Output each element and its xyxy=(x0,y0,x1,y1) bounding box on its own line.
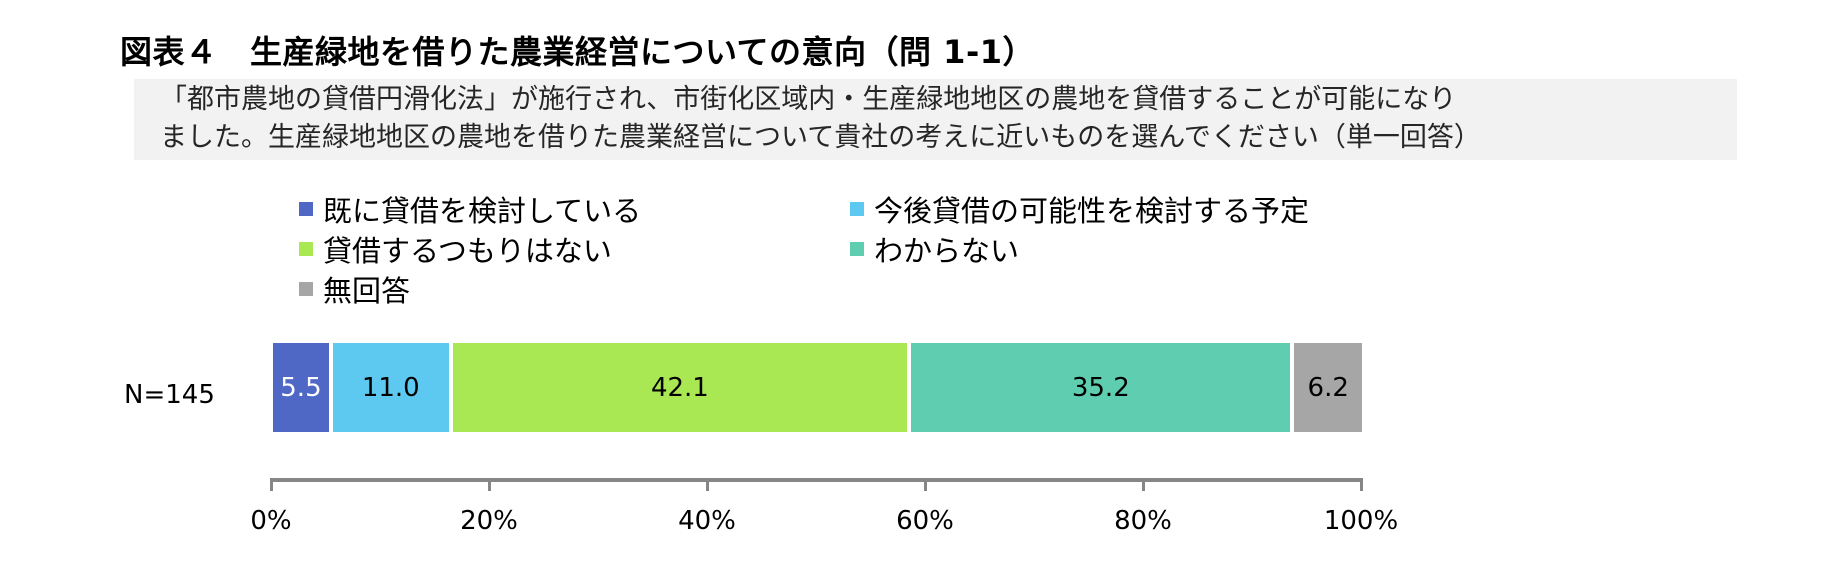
x-axis-tick-label: 40% xyxy=(678,506,736,536)
x-axis-tick-label: 100% xyxy=(1323,506,1399,536)
bar-segment-dont-know: 35.2 xyxy=(911,343,1295,432)
question-box: 「都市農地の貸借円滑化法」が施行され、市街化区域内・生産緑地地区の農地を貸借する… xyxy=(134,79,1737,160)
question-line-1: 「都市農地の貸借円滑化法」が施行され、市街化区域内・生産緑地地区の農地を貸借する… xyxy=(160,84,1457,115)
data-label: 42.1 xyxy=(650,372,709,403)
data-label: 6.2 xyxy=(1307,372,1349,403)
x-axis-tick-label: 80% xyxy=(1114,506,1172,536)
x-axis-tick xyxy=(1142,478,1145,491)
x-axis-tick xyxy=(1360,478,1363,491)
bar-segment-no-intention: 42.1 xyxy=(452,343,912,432)
data-label: 11.0 xyxy=(361,372,420,403)
legend-swatch-icon xyxy=(299,202,313,216)
legend-label: 無回答 xyxy=(323,274,411,308)
x-axis-line xyxy=(271,478,1363,482)
x-axis-tick xyxy=(706,478,709,491)
legend-item-no-intention: 貸借するつもりはない xyxy=(299,229,612,269)
legend-label: わからない xyxy=(874,234,1020,268)
legend-item-dont-know: わからない xyxy=(850,229,1019,269)
question-line-2: ました。生産緑地地区の農地を借りた農業経営について貴社の考えに近いものを選んでく… xyxy=(160,122,1481,153)
legend-swatch-icon xyxy=(299,242,313,256)
legend-label: 既に貸借を検討している xyxy=(323,194,642,228)
legend-label: 今後貸借の可能性を検討する予定 xyxy=(874,194,1310,228)
bar-segment-no-answer: 6.2 xyxy=(1294,343,1362,432)
x-axis-tick-label: 20% xyxy=(460,506,518,536)
chart-title: 図表４ 生産緑地を借りた農業経営についての意向（問 1-1） xyxy=(120,33,1035,71)
legend-item-plan-to-consider: 今後貸借の可能性を検討する予定 xyxy=(850,189,1309,229)
x-axis-tick-label: 0% xyxy=(250,506,292,536)
data-label: 5.5 xyxy=(280,372,322,403)
legend-swatch-icon xyxy=(850,242,864,256)
legend-label: 貸借するつもりはない xyxy=(323,234,612,268)
sample-size-label: N=145 xyxy=(124,380,215,410)
bar-segment-plan-to-consider: 11.0 xyxy=(332,343,453,432)
legend-item-already-considering: 既に貸借を検討している xyxy=(299,189,641,229)
x-axis-tick-label: 60% xyxy=(896,506,954,536)
legend-swatch-icon xyxy=(850,202,864,216)
data-label: 35.2 xyxy=(1071,372,1130,403)
stacked-bar: 5.5 11.0 42.1 35.2 6.2 xyxy=(273,343,1362,432)
bar-segment-already-considering: 5.5 xyxy=(273,343,333,432)
x-axis-tick xyxy=(270,478,273,491)
legend-item-no-answer: 無回答 xyxy=(299,269,410,309)
x-axis-tick xyxy=(924,478,927,491)
legend-swatch-icon xyxy=(299,282,313,296)
x-axis-tick xyxy=(488,478,491,491)
